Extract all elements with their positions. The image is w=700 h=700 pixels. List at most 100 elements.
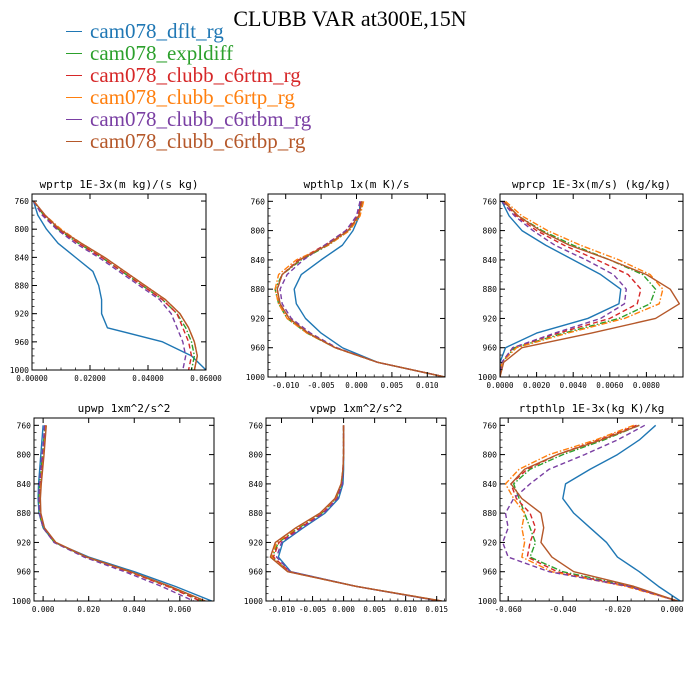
y-tick-label: 920 [17, 538, 32, 547]
series-line [293, 201, 445, 377]
panel: wprcp 1E-3x(m/s) (kg/kg) 760 800 840 880 920 9… [478, 178, 684, 390]
y-tick-label: 760 [249, 421, 264, 430]
x-tick-label: -0.040 [549, 605, 577, 614]
series-line [510, 424, 678, 601]
y-tick-label: 880 [483, 509, 498, 518]
series-line [271, 425, 442, 601]
panel-title: upwp 1xm^2/s^2 [78, 402, 171, 415]
y-tick-label: 1000 [10, 366, 29, 375]
plot-frame [31, 193, 207, 371]
series-group [269, 425, 442, 601]
y-tick-label: 1000 [478, 373, 497, 382]
panel: rtpthlp 1E-3x(kg K)/kg 760 800 840 880 920 960… [478, 402, 684, 614]
series-line [38, 425, 203, 601]
y-tick-label: 1000 [12, 597, 31, 606]
y-tick-label: 920 [483, 314, 498, 323]
series-line [269, 425, 442, 601]
figure-title: CLUBB VAR at300E,15N [233, 6, 467, 31]
panel: wpthlp 1x(m K)/s 760 800 840 880 920 960 1000 -0… [246, 178, 446, 390]
y-tick-label: 760 [251, 197, 266, 206]
plot-frame [499, 417, 684, 602]
series-line [274, 201, 445, 377]
x-tick-label: 0.020 [77, 605, 100, 614]
series-line [33, 200, 199, 370]
panel-title: wprtp 1E-3x(m kg)/(s kg) [40, 178, 199, 191]
y-tick-label: 760 [17, 421, 32, 430]
series-line [500, 201, 622, 377]
series-line [33, 200, 199, 370]
x-tick-label: 0.005 [381, 381, 404, 390]
series-group [274, 201, 445, 377]
y-tick-label: 760 [483, 197, 498, 206]
y-tick-label: 920 [15, 310, 30, 319]
y-tick-label: 880 [17, 509, 32, 518]
series-line [32, 200, 193, 370]
panel: wprtp 1E-3x(m kg)/(s kg) 760 800 840 880 920 9… [10, 178, 223, 383]
legend-label: cam078_clubb_c6rtbp_rg [90, 129, 306, 153]
panel-title: wpthlp 1x(m K)/s [304, 178, 410, 191]
x-tick-label: 0.005 [363, 605, 386, 614]
y-tick-label: 920 [249, 538, 264, 547]
series-line [500, 200, 657, 377]
x-tick-label: 0.0080 [633, 381, 661, 390]
y-tick-label: 880 [15, 282, 30, 291]
x-tick-label: -0.010 [272, 381, 300, 390]
x-tick-label: 0.010 [416, 381, 439, 390]
legend-label: cam078_clubb_c6rtp_rg [90, 85, 295, 109]
x-tick-label: 0.040 [123, 605, 146, 614]
y-tick-label: 840 [17, 480, 32, 489]
x-tick-label: 0.02000 [74, 374, 106, 383]
series-line [276, 201, 445, 377]
series-line [276, 201, 445, 377]
x-tick-label: 0.010 [394, 605, 417, 614]
y-tick-label: 960 [17, 568, 32, 577]
series-line [39, 425, 206, 601]
x-tick-label: -0.020 [604, 605, 632, 614]
y-tick-label: 1000 [478, 597, 497, 606]
y-tick-label: 1000 [246, 373, 265, 382]
x-tick-label: 0.000 [345, 381, 368, 390]
x-tick-label: -0.060 [495, 605, 523, 614]
y-tick-label: 800 [249, 451, 264, 460]
y-tick-label: 840 [15, 253, 30, 262]
legend-swatch [66, 119, 82, 120]
x-tick-label: 0.0060 [596, 381, 624, 390]
y-tick-label: 920 [251, 314, 266, 323]
y-tick-label: 800 [483, 451, 498, 460]
x-tick-label: 0.04000 [132, 374, 164, 383]
x-tick-label: 0.06000 [190, 374, 222, 383]
x-tick-label: 0.0000 [486, 381, 514, 390]
y-tick-label: 800 [251, 227, 266, 236]
x-tick-label: 0.000 [332, 605, 355, 614]
y-tick-label: 960 [483, 344, 498, 353]
series-line [562, 424, 681, 601]
y-tick-label: 960 [249, 568, 264, 577]
x-tick-label: 0.015 [425, 605, 448, 614]
series-group [37, 425, 212, 601]
x-tick-label: -0.010 [268, 605, 296, 614]
legend-swatch [66, 31, 82, 32]
series-line [512, 424, 678, 601]
legend-swatch [66, 141, 82, 142]
plot-frame [33, 417, 215, 602]
series-line [38, 425, 201, 601]
x-tick-label: 0.000 [661, 605, 684, 614]
panel-title: rtpthlp 1E-3x(kg K)/kg [519, 402, 665, 415]
series-line [500, 200, 681, 377]
panel-title: wprcp 1E-3x(m/s) (kg/kg) [512, 178, 671, 191]
panel: vpwp 1xm^2/s^2 760 800 840 880 920 960 1000 -0.0… [244, 402, 448, 614]
series-line [274, 201, 445, 377]
y-tick-label: 920 [483, 538, 498, 547]
x-tick-label: 0.0020 [523, 381, 551, 390]
y-tick-label: 760 [15, 197, 30, 206]
y-tick-label: 800 [15, 225, 30, 234]
panel-title: vpwp 1xm^2/s^2 [310, 402, 403, 415]
x-tick-label: -0.005 [299, 605, 326, 614]
y-tick-label: 1000 [244, 597, 263, 606]
series-group [502, 424, 681, 601]
y-tick-label: 880 [249, 509, 264, 518]
y-tick-label: 960 [15, 338, 30, 347]
series-line [270, 425, 442, 601]
panel: upwp 1xm^2/s^2 760 800 840 880 920 960 10000.00… [12, 402, 215, 614]
y-tick-label: 840 [483, 480, 498, 489]
